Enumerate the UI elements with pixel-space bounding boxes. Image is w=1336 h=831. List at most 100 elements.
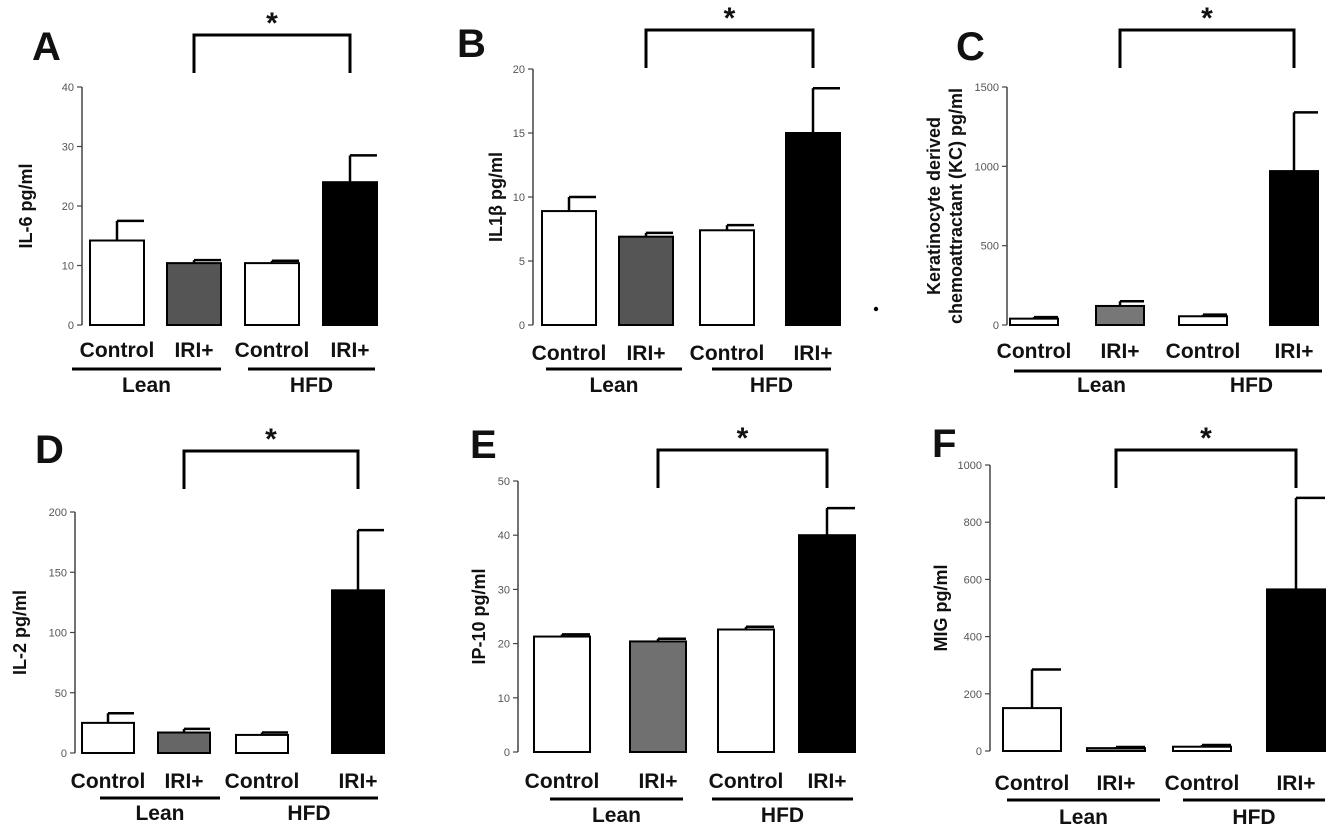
- y-tick-label: 150: [49, 567, 67, 579]
- bar-lean-iri: [166, 262, 222, 326]
- y-tick-label: 20: [62, 201, 74, 213]
- panel-letter: F: [932, 422, 956, 466]
- y-tick-label: 600: [964, 574, 982, 586]
- category-label: IRI+: [793, 342, 832, 365]
- y-tick-label: 0: [976, 746, 982, 758]
- y-tick-label: 50: [55, 688, 67, 700]
- category-label: Control: [1166, 340, 1241, 363]
- significance-bracket: [1118, 28, 1296, 68]
- panel-letter: C: [956, 25, 985, 69]
- bar-hfd-iri: [322, 181, 378, 326]
- significance-star: *: [737, 422, 749, 455]
- category-label: IRI+: [338, 770, 377, 793]
- category-label: IRI+: [174, 339, 213, 362]
- chart-panel-a: A 0 10 20 30 40 IL-6 pg/ml Control IRI+ Control IR…: [16, 7, 378, 397]
- significance-bracket: [192, 33, 352, 73]
- y-tick-label: 50: [498, 476, 510, 488]
- bar-lean-iri: [1086, 747, 1146, 753]
- y-tick-label: 10: [513, 192, 525, 204]
- y-axis-label: MIG pg/ml: [931, 565, 951, 652]
- bar-hfd-iri: [798, 534, 856, 754]
- y-tick-label: 10: [62, 261, 74, 273]
- y-axis-label: IL-6 pg/ml: [16, 164, 36, 249]
- group-label: HFD: [1230, 374, 1273, 397]
- y-tick-label: 10: [498, 693, 510, 705]
- bar-lean-control: [81, 721, 135, 754]
- y-tick-label: 30: [62, 142, 74, 154]
- bar-hfd-iri: [331, 589, 385, 755]
- y-axis-label: IL-2 pg/ml: [10, 590, 30, 675]
- category-label: Control: [1165, 772, 1240, 795]
- y-tick-label: 1000: [975, 161, 999, 173]
- chart-panel-b: B 0 5 10 15 20 IL1β pg/ml Control IRI+ Control IRI…: [457, 2, 841, 397]
- bar-hfd-control: [235, 733, 289, 754]
- significance-bracket: [656, 448, 829, 488]
- y-tick-label: 15: [513, 128, 525, 140]
- y-tick-label: 1000: [958, 460, 982, 472]
- chart-panel-d: D 0 50 100 150 200 IL-2 pg/ml Control IRI+ Contro…: [10, 423, 385, 825]
- category-label: Control: [995, 772, 1070, 795]
- group-label: Lean: [589, 374, 638, 397]
- bar-lean-control: [1009, 317, 1059, 326]
- group-label: Lean: [592, 804, 641, 827]
- significance-star: *: [265, 423, 277, 456]
- group-label: Lean: [1059, 806, 1108, 829]
- panel-letter: E: [470, 423, 497, 467]
- group-label: HFD: [761, 804, 804, 827]
- category-label: IRI+: [807, 770, 846, 793]
- bar-lean-iri: [1095, 304, 1145, 326]
- category-label: Control: [690, 342, 765, 365]
- panel-letter: A: [32, 25, 61, 69]
- group-label: HFD: [290, 374, 333, 397]
- category-label: IRI+: [638, 770, 677, 793]
- y-tick-label: 0: [61, 748, 67, 760]
- category-label: Control: [997, 340, 1072, 363]
- y-tick-label: 400: [964, 632, 982, 644]
- bar-lean-control: [89, 239, 145, 326]
- y-tick-label: 40: [498, 530, 510, 542]
- group-label: HFD: [1232, 806, 1275, 829]
- y-tick-label: 500: [981, 241, 999, 253]
- category-label: IRI+: [330, 339, 369, 362]
- category-label: IRI+: [1096, 772, 1135, 795]
- bar-hfd-control: [717, 628, 775, 753]
- y-tick-label: 0: [68, 320, 74, 332]
- group-label: HFD: [287, 802, 330, 825]
- bar-hfd-iri: [785, 132, 841, 326]
- category-label: IRI+: [626, 342, 665, 365]
- category-label: Control: [709, 770, 784, 793]
- category-label: IRI+: [1100, 340, 1139, 363]
- group-label: Lean: [135, 802, 184, 825]
- bar-hfd-iri: [1266, 588, 1326, 752]
- y-tick-label: 0: [519, 320, 525, 332]
- bar-hfd-control: [244, 262, 300, 326]
- significance-star: *: [1201, 2, 1213, 35]
- bar-hfd-control: [1172, 745, 1232, 753]
- category-label: Control: [235, 339, 310, 362]
- bar-lean-iri: [157, 731, 211, 755]
- category-label: IRI+: [1276, 772, 1315, 795]
- category-label: Control: [80, 339, 155, 362]
- bar-lean-control: [533, 635, 591, 754]
- bar-hfd-iri: [1269, 170, 1319, 326]
- y-tick-label: 20: [513, 64, 525, 76]
- y-tick-label: 100: [49, 628, 67, 640]
- significance-bracket: [182, 449, 360, 489]
- chart-panel-f: F 0 200 400 600 800 1000 MIG pg/ml Control IRI+ Co…: [931, 422, 1326, 829]
- category-label: Control: [225, 770, 300, 793]
- panel-letter: D: [35, 428, 64, 472]
- y-tick-label: 30: [498, 584, 510, 596]
- y-tick-label: 5: [519, 256, 525, 268]
- y-axis-label: Keratinocyte derived chemoattractant (KC)…: [924, 88, 966, 324]
- panel-letter: B: [457, 22, 486, 66]
- stray-dot: [873, 306, 879, 312]
- y-tick-label: 200: [49, 507, 67, 519]
- significance-star: *: [266, 7, 278, 40]
- significance-bracket: [1114, 448, 1298, 488]
- y-tick-label: 0: [993, 320, 999, 332]
- bar-hfd-control: [699, 229, 755, 326]
- group-label: HFD: [750, 374, 793, 397]
- bar-lean-iri: [618, 235, 674, 326]
- category-label: IRI+: [1274, 340, 1313, 363]
